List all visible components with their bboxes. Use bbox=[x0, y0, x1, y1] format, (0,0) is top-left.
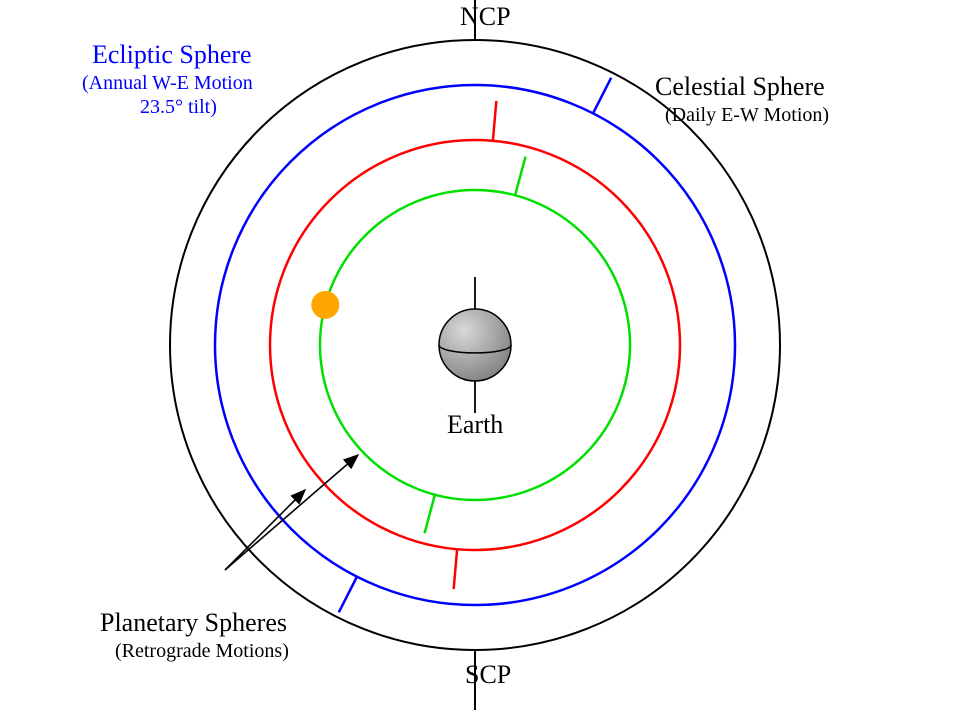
planet-dot bbox=[311, 291, 339, 319]
scp-label: SCP bbox=[465, 660, 511, 690]
ecliptic-title: Ecliptic Sphere bbox=[92, 40, 252, 70]
planetary-sub: (Retrograde Motions) bbox=[115, 640, 289, 663]
ncp-label: NCP bbox=[460, 2, 511, 32]
celestial-title: Celestial Sphere bbox=[655, 72, 825, 102]
planetary-title: Planetary Spheres bbox=[100, 608, 287, 638]
earth-label: Earth bbox=[447, 410, 503, 440]
ecliptic-sub2: 23.5° tilt) bbox=[140, 96, 217, 119]
ecliptic-sub1: (Annual W-E Motion bbox=[82, 72, 253, 95]
celestial-sub: (Daily E-W Motion) bbox=[665, 104, 829, 127]
